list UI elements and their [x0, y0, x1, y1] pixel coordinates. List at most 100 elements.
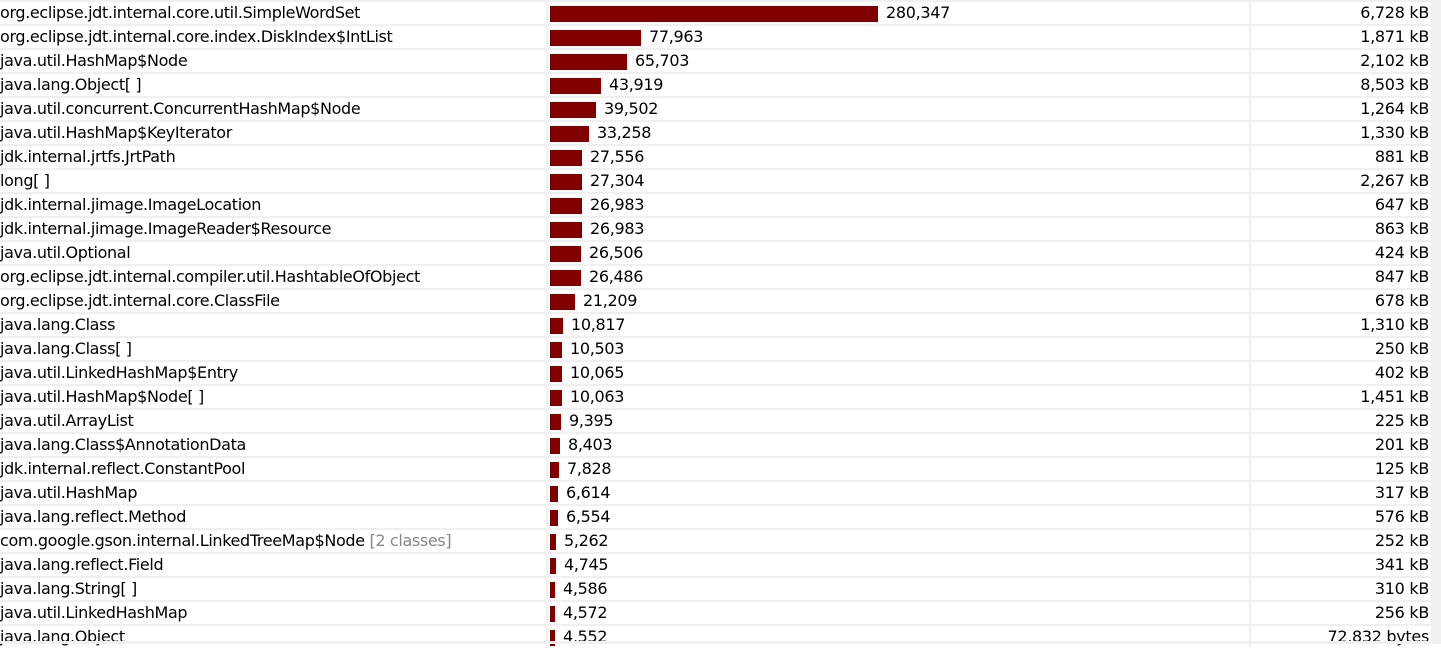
column-divider [546, 2, 548, 24]
column-divider [546, 98, 548, 120]
table-row[interactable]: org.eclipse.jdt.internal.core.index.Disk… [0, 24, 1431, 48]
class-name: org.eclipse.jdt.internal.compiler.util.H… [0, 267, 545, 286]
table-row[interactable]: jdk.internal.reflect.ConstantPool 7,828 12… [0, 456, 1431, 480]
column-divider [1249, 26, 1251, 48]
instance-size: 1,264 kB [1360, 99, 1429, 118]
instance-size: 1,451 kB [1360, 387, 1429, 406]
column-divider [1249, 554, 1251, 576]
column-divider [546, 50, 548, 72]
column-divider [546, 314, 548, 336]
instance-count: 4,586 [563, 579, 608, 598]
class-name-text: java.util.HashMap [0, 483, 138, 502]
table-row[interactable]: java.util.HashMap$KeyIterator 33,258 1,330… [0, 120, 1431, 144]
table-row[interactable]: jdk.internal.jrtfs.JrtPath 27,556 881 kB [0, 144, 1431, 168]
class-name: jdk.internal.jrtfs.JrtPath [0, 147, 545, 166]
class-name: java.util.HashMap$Node[ ] [0, 387, 545, 406]
table-row[interactable]: org.eclipse.jdt.internal.compiler.util.H… [0, 264, 1431, 288]
table-row[interactable]: java.util.HashMap$Node[ ] 10,063 1,451 kB [0, 384, 1431, 408]
column-divider [546, 74, 548, 96]
class-name: java.lang.Class$AnnotationData [0, 435, 545, 454]
instance-count-bar [550, 342, 562, 358]
class-name: java.util.concurrent.ConcurrentHashMap$N… [0, 99, 545, 118]
class-name: java.lang.reflect.Method [0, 507, 545, 526]
class-name: org.eclipse.jdt.internal.core.index.Disk… [0, 27, 545, 46]
instance-count: 7,828 [567, 459, 612, 478]
table-row[interactable]: jdk.internal.jimage.ImageReader$Resource… [0, 216, 1431, 240]
instance-count: 9,395 [569, 411, 614, 430]
table-row[interactable]: jdk.internal.jimage.ImageLocation 26,983 6… [0, 192, 1431, 216]
instance-count: 21,209 [583, 291, 638, 310]
class-name-text: java.lang.Class [0, 315, 116, 334]
instance-count: 33,258 [597, 123, 652, 142]
table-row[interactable]: java.util.LinkedHashMap 4,572 256 kB [0, 600, 1431, 624]
table-row[interactable]: java.lang.Class 10,817 1,310 kB [0, 312, 1431, 336]
column-divider [546, 338, 548, 360]
instance-count-bar [550, 270, 581, 286]
table-row[interactable]: java.lang.Object 4,552 72,832 bytes [0, 624, 1431, 648]
instance-size: 225 kB [1374, 411, 1429, 430]
instance-count-bar [550, 366, 562, 382]
column-divider [546, 458, 548, 480]
table-row[interactable]: java.lang.String[ ] 4,586 310 kB [0, 576, 1431, 600]
table-row[interactable]: java.util.HashMap$Node 65,703 2,102 kB [0, 48, 1431, 72]
column-divider [546, 242, 548, 264]
class-name-text: org.eclipse.jdt.internal.compiler.util.H… [0, 267, 420, 286]
instance-size: 8,503 kB [1360, 75, 1429, 94]
table-row[interactable]: java.lang.Class$AnnotationData 8,403 201 k… [0, 432, 1431, 456]
class-name: jdk.internal.reflect.ConstantPool [0, 459, 545, 478]
column-divider [1249, 434, 1251, 456]
instance-count-bar [550, 606, 555, 622]
instance-count-bar [550, 174, 582, 190]
instance-size: 424 kB [1374, 243, 1429, 262]
table-row[interactable]: org.eclipse.jdt.internal.core.ClassFile 2… [0, 288, 1431, 312]
table-row[interactable]: java.lang.Class[ ] 10,503 250 kB [0, 336, 1431, 360]
class-name: long[ ] [0, 171, 545, 190]
instance-count-bar [550, 462, 559, 478]
table-row[interactable]: org.eclipse.jdt.internal.core.util.Simpl… [0, 0, 1431, 24]
instance-size: 1,310 kB [1360, 315, 1429, 334]
instance-count-bar [550, 6, 878, 22]
table-row[interactable]: java.util.Optional 26,506 424 kB [0, 240, 1431, 264]
class-name-text: org.eclipse.jdt.internal.core.index.Disk… [0, 27, 393, 46]
table-row[interactable]: java.lang.Object[ ] 43,919 8,503 kB [0, 72, 1431, 96]
column-divider [1249, 74, 1251, 96]
instance-size: 201 kB [1374, 435, 1429, 454]
column-divider [1249, 530, 1251, 552]
right-edge [1431, 0, 1441, 644]
class-name: java.lang.Class[ ] [0, 339, 545, 358]
column-divider [546, 26, 548, 48]
instance-count-bar [550, 390, 562, 406]
instance-size: 2,102 kB [1360, 51, 1429, 70]
class-name: java.lang.Object[ ] [0, 75, 545, 94]
table-row[interactable]: java.util.ArrayList 9,395 225 kB [0, 408, 1431, 432]
instance-count-bar [550, 294, 575, 310]
instance-size: 6,728 kB [1360, 3, 1429, 22]
table-row[interactable]: long[ ] 27,304 2,267 kB [0, 168, 1431, 192]
column-divider [1249, 626, 1251, 648]
instance-count-bar [550, 222, 582, 238]
table-row[interactable]: java.util.HashMap 6,614 317 kB [0, 480, 1431, 504]
instance-size: 576 kB [1374, 507, 1429, 526]
instance-count-bar [550, 246, 581, 262]
class-name: jdk.internal.jimage.ImageReader$Resource [0, 219, 545, 238]
instance-count-bar [550, 510, 558, 526]
column-divider [546, 194, 548, 216]
class-name-text: long[ ] [0, 171, 50, 190]
instance-size: 402 kB [1374, 363, 1429, 382]
table-row[interactable]: java.util.concurrent.ConcurrentHashMap$N… [0, 96, 1431, 120]
class-name: java.lang.Class [0, 315, 545, 334]
instance-count: 6,554 [566, 507, 611, 526]
instance-size: 125 kB [1374, 459, 1429, 478]
column-divider [1249, 578, 1251, 600]
table-row[interactable]: com.google.gson.internal.LinkedTreeMap$N… [0, 528, 1431, 552]
column-divider [546, 386, 548, 408]
instance-count-bar [550, 126, 589, 142]
class-name-text: java.lang.reflect.Field [0, 555, 164, 574]
instance-size: 317 kB [1374, 483, 1429, 502]
class-name: jdk.internal.jimage.ImageLocation [0, 195, 545, 214]
instance-count-bar [550, 486, 558, 502]
table-row[interactable]: java.lang.reflect.Method 6,554 576 kB [0, 504, 1431, 528]
table-row[interactable]: java.util.LinkedHashMap$Entry 10,065 402 k… [0, 360, 1431, 384]
table-row[interactable]: java.lang.reflect.Field 4,745 341 kB [0, 552, 1431, 576]
column-divider [1249, 98, 1251, 120]
